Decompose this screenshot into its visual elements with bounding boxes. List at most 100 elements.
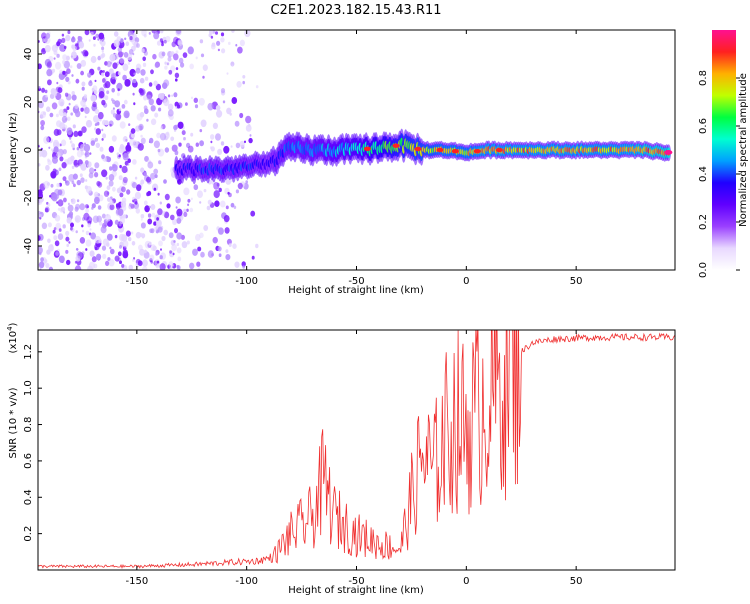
noise-speck bbox=[114, 255, 120, 262]
noise-speck bbox=[94, 123, 98, 127]
ridge-hotspot bbox=[473, 149, 481, 154]
noise-speck bbox=[113, 31, 119, 37]
noise-speck bbox=[163, 39, 167, 44]
noise-speck bbox=[177, 39, 182, 45]
spectrogram-y-label: Frequency (Hz) bbox=[8, 112, 19, 188]
noise-speck bbox=[87, 265, 93, 270]
noise-speck bbox=[45, 32, 51, 39]
noise-speck bbox=[119, 260, 122, 265]
noise-speck bbox=[123, 99, 128, 105]
noise-speck bbox=[53, 146, 59, 153]
noise-speck bbox=[88, 172, 94, 179]
noise-speck bbox=[42, 38, 46, 42]
noise-speck bbox=[83, 212, 90, 221]
noise-speck bbox=[129, 36, 133, 41]
noise-speck bbox=[190, 96, 194, 100]
noise-speck bbox=[101, 72, 105, 77]
ridge-hotspot bbox=[414, 146, 422, 152]
noise-speck bbox=[149, 228, 153, 234]
noise-speck bbox=[61, 139, 67, 147]
noise-speck bbox=[158, 240, 163, 247]
noise-speck bbox=[170, 136, 175, 142]
noise-speck bbox=[233, 205, 237, 209]
noise-speck bbox=[144, 249, 147, 254]
noise-speck bbox=[97, 205, 102, 210]
noise-speck bbox=[160, 125, 164, 130]
noise-speck bbox=[51, 44, 59, 53]
noise-speck bbox=[76, 63, 82, 69]
noise-speck bbox=[58, 255, 65, 263]
noise-speck bbox=[212, 236, 218, 244]
noise-speck bbox=[79, 237, 86, 244]
noise-speck bbox=[122, 136, 128, 143]
noise-speck bbox=[105, 176, 108, 180]
noise-speck bbox=[120, 200, 127, 208]
ridge-hotspot bbox=[451, 149, 459, 154]
noise-speck bbox=[51, 102, 58, 110]
noise-speck bbox=[183, 211, 188, 217]
noise-speck bbox=[77, 252, 83, 259]
spectrogram-x-axis: -150 -100 -50 0 50 bbox=[125, 30, 583, 287]
snr-multiplier-exp: 4 bbox=[6, 326, 14, 331]
noise-speck bbox=[225, 249, 229, 254]
noise-speck bbox=[51, 68, 56, 73]
noise-speck bbox=[101, 46, 105, 51]
noise-speck bbox=[195, 56, 198, 60]
noise-speck bbox=[66, 127, 73, 135]
noise-speck bbox=[74, 260, 78, 264]
noise-speck bbox=[176, 265, 181, 270]
noise-speck bbox=[159, 263, 166, 270]
noise-speck bbox=[136, 113, 143, 121]
noise-speck bbox=[65, 249, 69, 254]
noise-speck bbox=[57, 38, 62, 45]
y-tick-label: -40 bbox=[23, 238, 34, 254]
noise-speck bbox=[38, 63, 42, 70]
svg-text:(x104): (x104) bbox=[6, 322, 19, 353]
noise-speck bbox=[236, 81, 242, 88]
noise-speck bbox=[150, 105, 156, 112]
noise-speck bbox=[89, 228, 92, 231]
noise-speck bbox=[104, 120, 109, 126]
noise-speck bbox=[169, 266, 173, 270]
noise-speck bbox=[58, 228, 62, 232]
noise-speck bbox=[198, 97, 205, 106]
noise-speck bbox=[84, 30, 90, 36]
noise-speck bbox=[71, 143, 75, 149]
noise-speck bbox=[84, 115, 87, 119]
noise-speck bbox=[113, 39, 120, 48]
noise-speck bbox=[94, 243, 100, 251]
noise-speck bbox=[161, 235, 166, 242]
noise-speck bbox=[111, 73, 115, 77]
noise-speck bbox=[157, 192, 160, 196]
noise-speck bbox=[175, 50, 179, 54]
noise-speck bbox=[101, 138, 104, 141]
noise-speck bbox=[128, 49, 134, 55]
noise-speck bbox=[117, 88, 120, 92]
noise-speck bbox=[148, 32, 151, 35]
noise-speck bbox=[47, 203, 51, 207]
noise-speck bbox=[90, 232, 97, 240]
noise-speck bbox=[199, 140, 205, 147]
noise-speck bbox=[74, 104, 79, 110]
noise-speck bbox=[70, 112, 73, 116]
colorbar-tick-label: 0.6 bbox=[698, 118, 709, 134]
noise-speck bbox=[122, 74, 127, 81]
noise-speck bbox=[54, 193, 60, 200]
noise-speck bbox=[111, 79, 116, 85]
noise-speck bbox=[150, 244, 156, 252]
figure-title: C2E1.2023.182.15.43.R11 bbox=[270, 3, 441, 18]
noise-speck bbox=[216, 40, 221, 46]
noise-speck bbox=[68, 102, 71, 106]
noise-speck bbox=[231, 30, 235, 33]
noise-speck bbox=[69, 140, 73, 144]
noise-speck bbox=[81, 126, 87, 133]
noise-speck bbox=[109, 200, 114, 206]
noise-speck bbox=[68, 174, 75, 182]
noise-speck bbox=[97, 111, 104, 120]
noise-speck bbox=[169, 250, 173, 254]
noise-speck bbox=[153, 187, 157, 191]
noise-speck bbox=[135, 67, 141, 74]
noise-speck bbox=[127, 61, 131, 65]
noise-speck bbox=[149, 172, 156, 180]
